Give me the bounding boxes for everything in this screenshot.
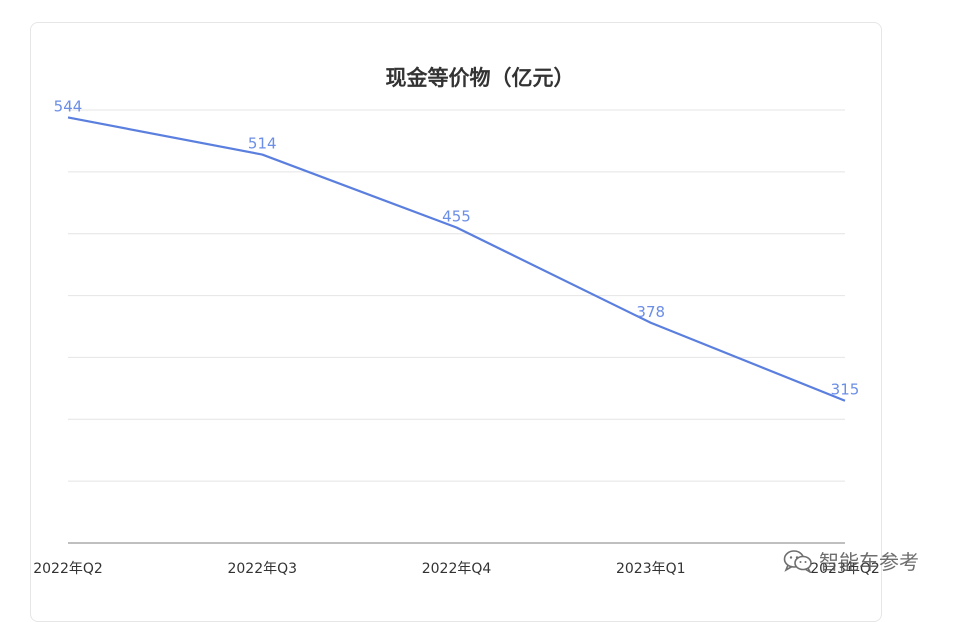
x-tick-label: 2023年Q1	[616, 561, 686, 577]
line-chart: 2022年Q2 2022年Q3 2022年Q4 2023年Q1 2023年Q2 5445…	[33, 97, 880, 577]
data-label: 544	[54, 97, 83, 115]
x-tick-label: 2023年Q2	[810, 561, 880, 577]
data-label: 315	[831, 381, 860, 399]
data-labels: 544 514 455 378 315	[54, 97, 860, 398]
chart-card	[30, 22, 882, 622]
watermark: 智能车参考	[783, 546, 919, 575]
x-tick-labels: 2022年Q2 2022年Q3 2022年Q4 2023年Q1 2023年Q2	[33, 561, 880, 577]
data-label: 514	[248, 135, 277, 153]
x-tick-label: 2022年Q4	[422, 561, 492, 577]
data-label: 378	[636, 303, 665, 321]
x-tick-label: 2022年Q2	[33, 561, 103, 577]
data-label: 455	[442, 208, 471, 226]
watermark-text: 智能车参考	[819, 550, 919, 574]
chart-title: 现金等价物（亿元）	[385, 66, 575, 90]
x-tick-label: 2022年Q3	[227, 561, 297, 577]
grid-lines	[68, 109, 845, 482]
wechat-icon	[783, 549, 812, 573]
series-line	[67, 116, 846, 402]
